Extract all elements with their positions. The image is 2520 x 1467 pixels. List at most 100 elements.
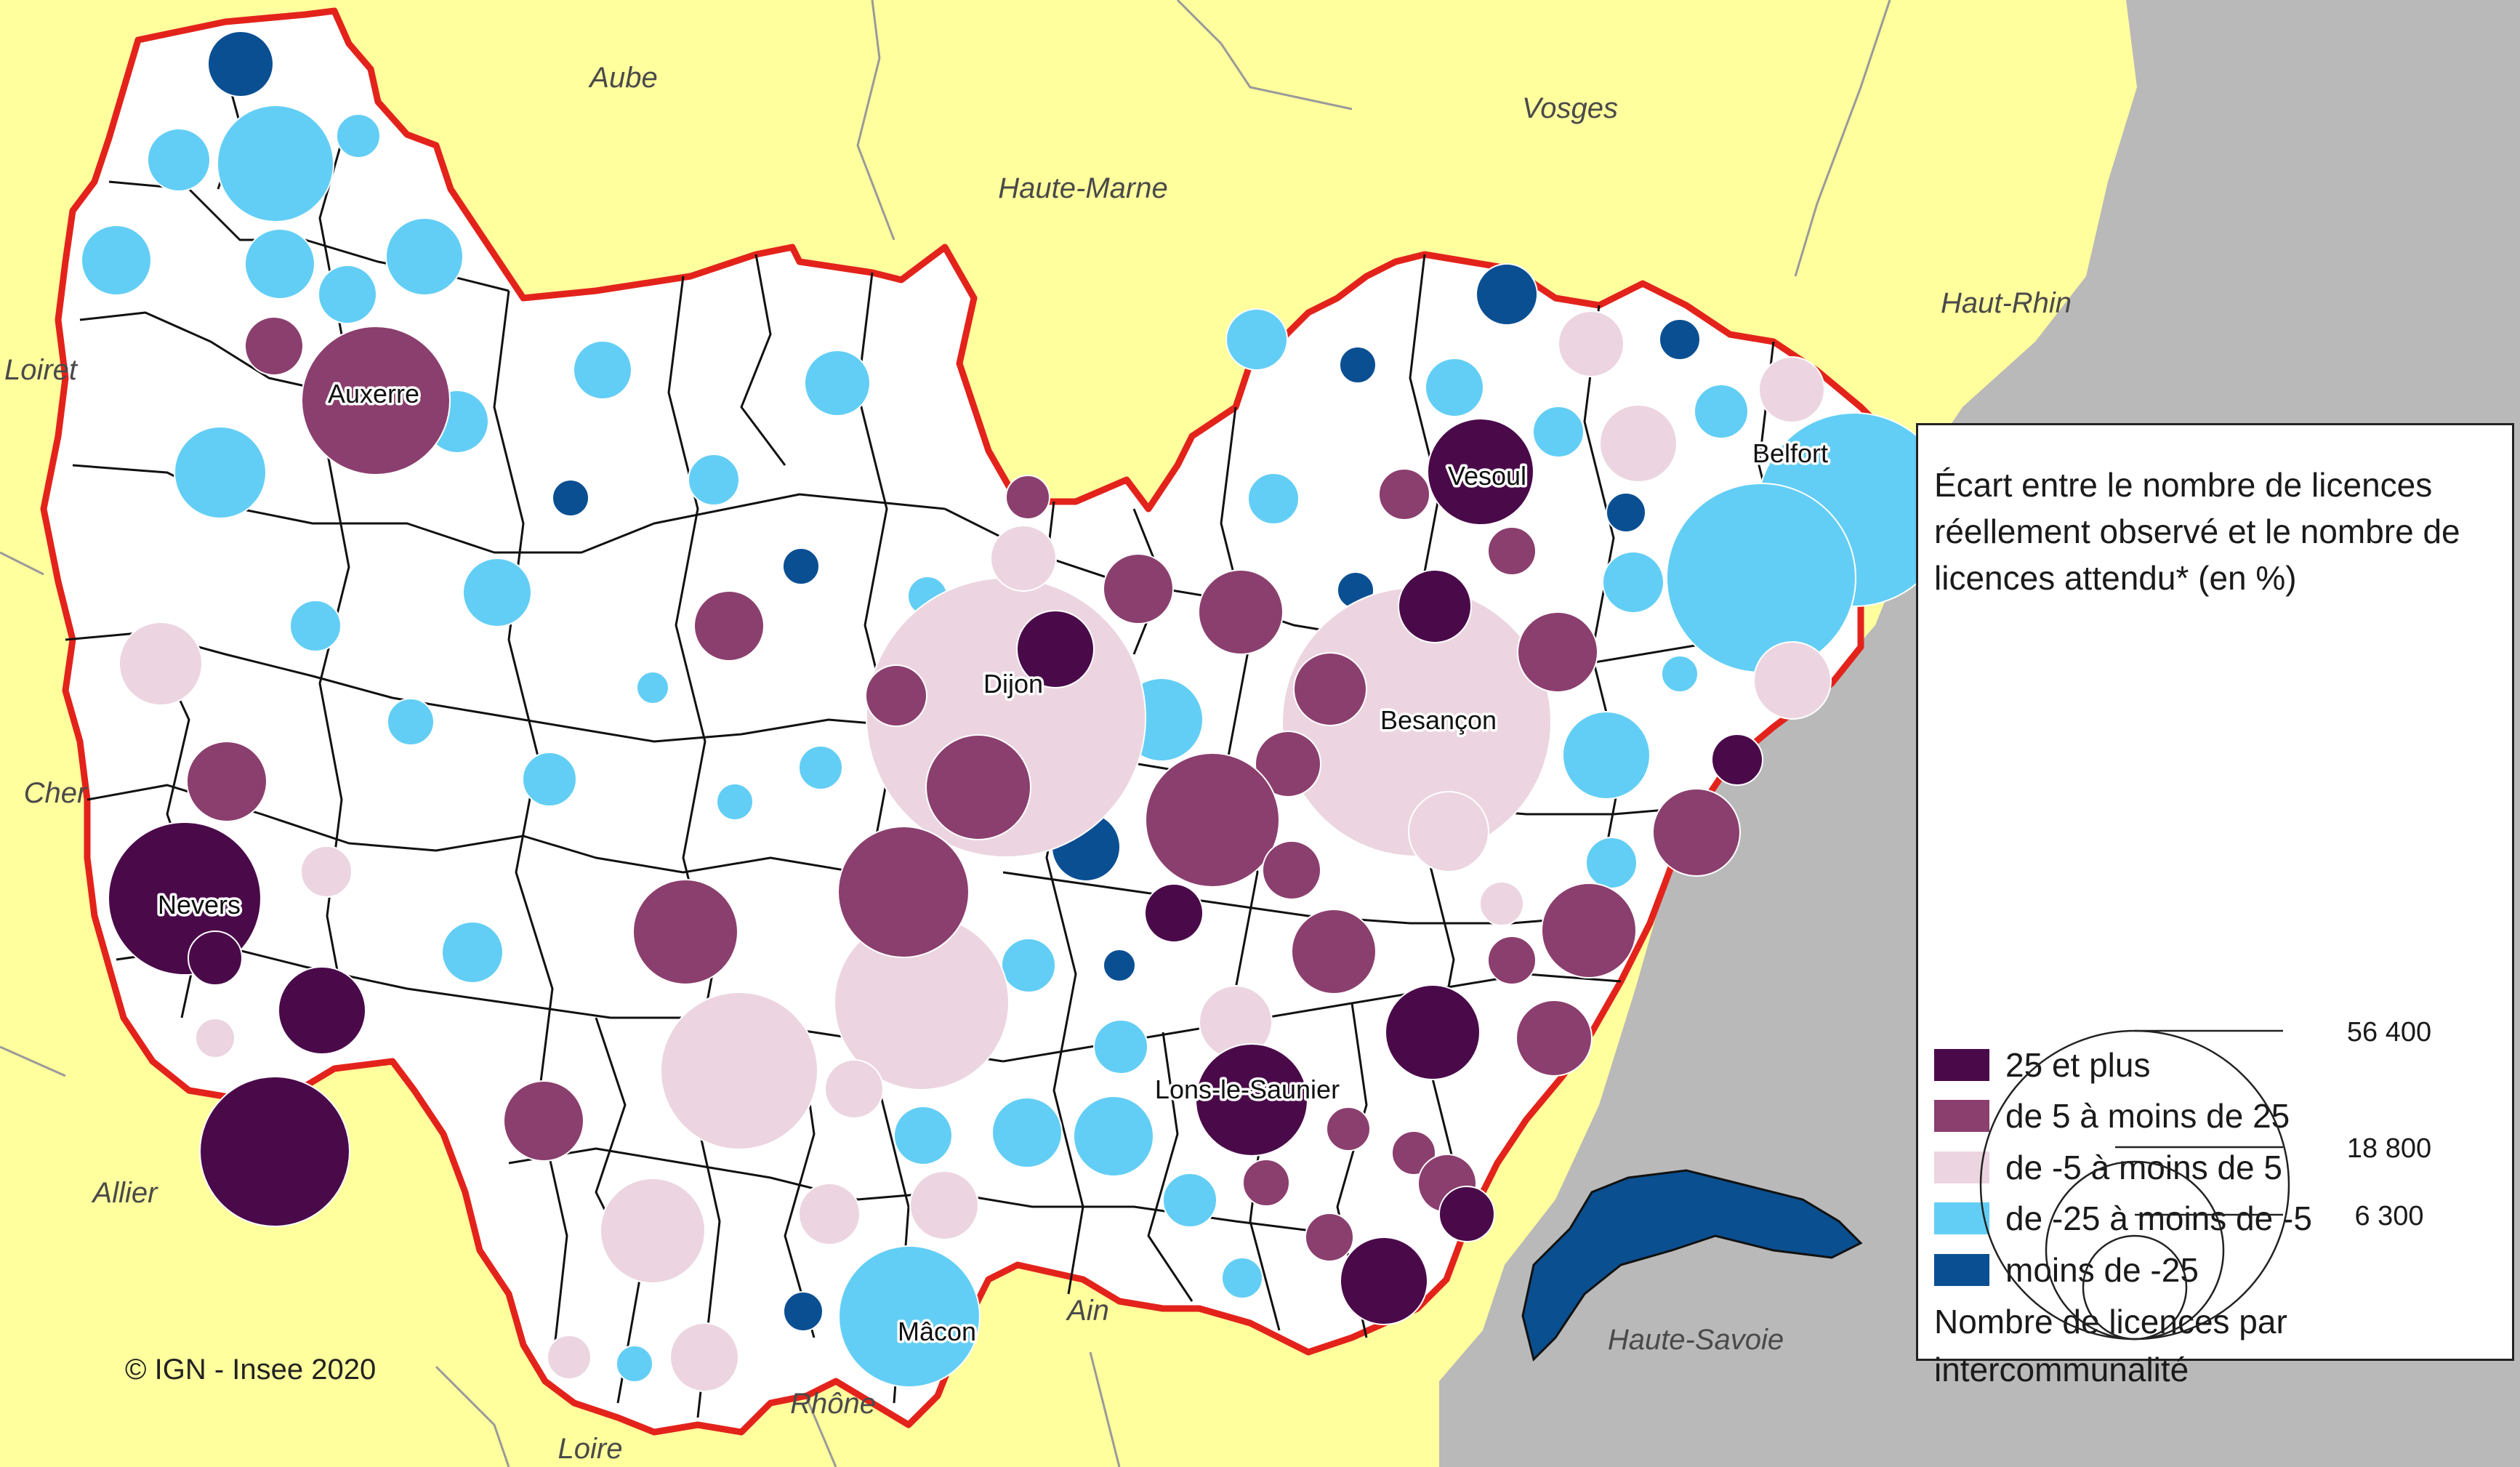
circle-epci <box>1305 1213 1354 1262</box>
circle-epci <box>1262 840 1321 900</box>
circle-epci <box>1666 483 1856 673</box>
circle-epci <box>207 31 274 97</box>
circle-epci <box>1073 1096 1154 1177</box>
circle-epci <box>1378 468 1430 521</box>
circle-epci <box>1225 308 1288 371</box>
circle-epci <box>547 1335 592 1380</box>
circle-epci <box>1606 492 1646 533</box>
circle-epci <box>387 698 435 746</box>
city-label: Belfort <box>1752 438 1828 468</box>
circle-epci <box>1242 1159 1290 1207</box>
circle-epci <box>1585 837 1638 889</box>
circle-epci <box>573 340 632 400</box>
legend-swatch <box>1934 1152 1989 1183</box>
circle-epci <box>217 105 334 222</box>
dept-label: Aube <box>588 62 657 94</box>
circle-epci <box>301 326 451 475</box>
circle-epci <box>1195 1043 1308 1157</box>
circle-epci <box>1103 553 1174 624</box>
dept-label: Loire <box>558 1433 623 1465</box>
circle-epci <box>1652 788 1741 877</box>
circle-epci <box>1753 641 1832 720</box>
circle-epci <box>798 1183 861 1245</box>
copyright-credit: © IGN - Insee 2020 <box>125 1354 376 1386</box>
circle-epci <box>632 879 738 985</box>
circle-epci <box>147 128 211 192</box>
dept-label: Vosges <box>1522 92 1618 124</box>
circle-epci <box>893 1106 953 1165</box>
lake-geneva <box>1521 1169 1863 1362</box>
dept-label: Ain <box>1066 1295 1109 1327</box>
circle-epci <box>552 479 589 517</box>
circle-epci <box>865 664 927 727</box>
circle-epci <box>336 113 381 158</box>
legend-swatch <box>1934 1049 1989 1081</box>
circle-epci <box>1515 1000 1593 1077</box>
circle-epci <box>1247 473 1300 525</box>
circle-epci <box>1408 791 1489 872</box>
department-labels: Aube Vosges Haute-Marne Haut-Rhin Loiret… <box>4 62 2072 1465</box>
circle-epci <box>600 1178 706 1284</box>
circle-epci <box>318 265 377 324</box>
circle-epci <box>289 600 342 652</box>
circle-epci <box>462 558 532 627</box>
circle-epci <box>909 1170 979 1240</box>
circle-epci <box>1291 909 1377 994</box>
circle-epci <box>1659 318 1701 361</box>
circle-epci <box>188 931 243 986</box>
circle-epci <box>1532 406 1585 458</box>
circle-epci <box>441 921 504 984</box>
dept-label: Cher <box>24 777 88 809</box>
dept-label: Haut-Rhin <box>1941 287 2072 319</box>
circle-epci <box>804 350 871 417</box>
legend-class-row: de -25 à moins de -5 <box>1934 1199 2312 1237</box>
circle-epci <box>1558 310 1625 377</box>
circle-epci <box>1479 881 1524 926</box>
circle-epci <box>1599 404 1678 483</box>
legend-class-label: 25 et plus <box>2005 1046 2151 1084</box>
circle-epci <box>1438 1186 1495 1242</box>
circle-epci <box>1487 936 1537 985</box>
legend-class-label: de -5 à moins de 5 <box>2005 1149 2283 1186</box>
circle-epci <box>118 622 203 706</box>
circle-epci <box>838 1245 981 1388</box>
circle-epci <box>660 992 818 1150</box>
legend-class-row: de 5 à moins de 25 <box>1934 1097 2290 1135</box>
circle-epci <box>1517 611 1598 693</box>
circle-epci <box>1005 475 1050 520</box>
city-label: Vesoul <box>1448 461 1526 491</box>
circle-epci <box>174 426 267 519</box>
circle-epci <box>1326 1106 1371 1152</box>
circle-epci <box>1016 610 1095 688</box>
city-label: Nevers <box>158 890 241 920</box>
city-label: Auxerre <box>328 379 419 409</box>
circle-epci <box>1162 1173 1217 1228</box>
circle-epci <box>1541 883 1637 978</box>
dept-label: Haute-Savoie <box>1608 1324 1784 1356</box>
department-boundaries <box>0 0 1891 1467</box>
circle-epci <box>1391 1130 1436 1175</box>
circle-epci <box>837 826 970 958</box>
circle-epci <box>244 228 315 300</box>
circle-epci <box>1711 734 1763 786</box>
circle-epci <box>199 1076 350 1227</box>
circle-epci <box>991 1097 1063 1168</box>
circle-epci <box>195 1018 236 1058</box>
dept-label: Rhône <box>790 1388 876 1420</box>
circle-epci <box>1093 1019 1148 1074</box>
circle-epci <box>824 1059 884 1119</box>
circle-epci <box>186 741 267 822</box>
circle-epci <box>1427 418 1534 526</box>
legend-swatch <box>1934 1100 1989 1132</box>
circle-epci <box>1198 569 1284 655</box>
dept-label: Loiret <box>4 354 79 386</box>
circle-epci <box>925 734 1031 840</box>
circle-epci <box>1425 358 1484 417</box>
circle-epci <box>1562 711 1651 800</box>
circle-epci <box>783 1291 824 1332</box>
legend-swatch <box>1934 1202 1989 1234</box>
circle-epci <box>1487 526 1537 576</box>
circle-epci <box>1340 1237 1428 1325</box>
